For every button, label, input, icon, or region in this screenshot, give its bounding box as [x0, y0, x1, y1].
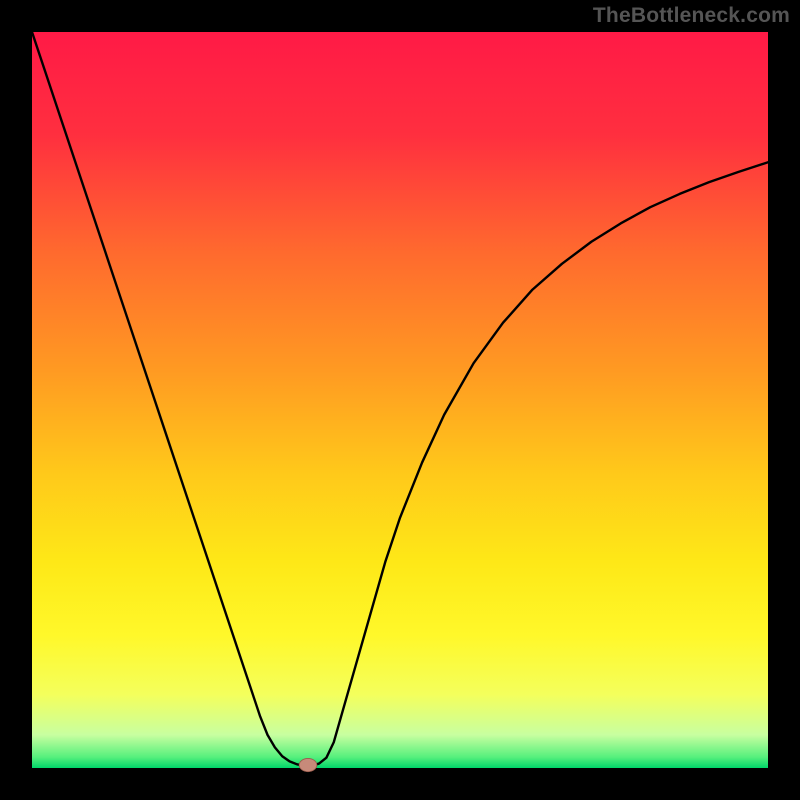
optimum-marker [299, 758, 317, 771]
chart-container: TheBottleneck.com [0, 0, 800, 800]
bottleneck-chart-svg [0, 0, 800, 800]
watermark-text: TheBottleneck.com [593, 4, 790, 28]
plot-background [32, 32, 768, 768]
